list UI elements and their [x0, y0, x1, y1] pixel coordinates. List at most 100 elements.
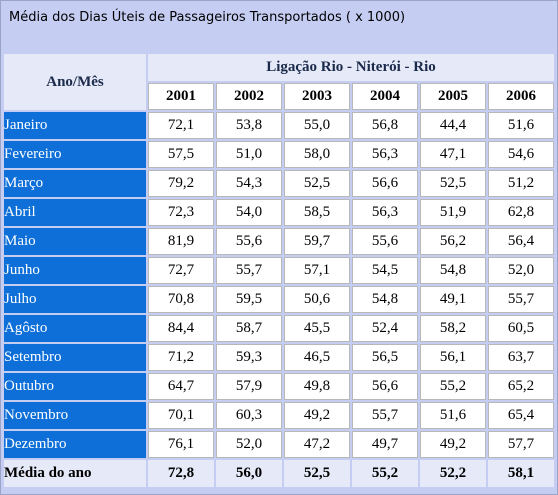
value-cell: 58,5	[284, 199, 350, 226]
value-cell: 56,6	[352, 170, 418, 197]
header-row-route: Ano/Mês Ligação Rio - Niterói - Rio	[4, 54, 554, 110]
value-cell: 64,7	[148, 373, 214, 400]
average-value-cell: 56,0	[216, 460, 282, 487]
value-cell: 51,2	[488, 170, 554, 197]
average-value-cell: 52,2	[420, 460, 486, 487]
value-cell: 51,0	[216, 141, 282, 168]
month-label: Maio	[4, 228, 146, 255]
average-label: Média do ano	[4, 460, 146, 487]
value-cell: 51,9	[420, 199, 486, 226]
value-cell: 55,2	[420, 373, 486, 400]
value-cell: 70,1	[148, 402, 214, 429]
value-cell: 57,1	[284, 257, 350, 284]
value-cell: 56,1	[420, 344, 486, 371]
year-header: 2005	[420, 83, 486, 110]
year-header: 2004	[352, 83, 418, 110]
value-cell: 59,5	[216, 286, 282, 313]
month-label: Janeiro	[4, 112, 146, 139]
value-cell: 59,3	[216, 344, 282, 371]
value-cell: 49,8	[284, 373, 350, 400]
value-cell: 57,5	[148, 141, 214, 168]
value-cell: 57,9	[216, 373, 282, 400]
value-cell: 52,5	[284, 170, 350, 197]
table-row: Fevereiro 57,5 51,0 58,0 56,3 47,1 54,6	[4, 141, 554, 168]
month-label: Março	[4, 170, 146, 197]
value-cell: 72,1	[148, 112, 214, 139]
value-cell: 50,6	[284, 286, 350, 313]
value-cell: 56,8	[352, 112, 418, 139]
value-cell: 49,1	[420, 286, 486, 313]
value-cell: 81,9	[148, 228, 214, 255]
average-value-cell: 72,8	[148, 460, 214, 487]
month-label: Abril	[4, 199, 146, 226]
value-cell: 49,2	[420, 431, 486, 458]
value-cell: 55,7	[216, 257, 282, 284]
average-value-cell: 58,1	[488, 460, 554, 487]
value-cell: 54,8	[352, 286, 418, 313]
value-cell: 58,2	[420, 315, 486, 342]
value-cell: 55,7	[488, 286, 554, 313]
value-cell: 54,5	[352, 257, 418, 284]
year-header: 2002	[216, 83, 282, 110]
table-row: Janeiro 72,1 53,8 55,0 56,8 44,4 51,6	[4, 112, 554, 139]
value-cell: 52,0	[216, 431, 282, 458]
value-cell: 59,7	[284, 228, 350, 255]
value-cell: 52,4	[352, 315, 418, 342]
value-cell: 52,5	[420, 170, 486, 197]
table-row: Agôsto 84,4 58,7 45,5 52,4 58,2 60,5	[4, 315, 554, 342]
month-label: Julho	[4, 286, 146, 313]
value-cell: 49,2	[284, 402, 350, 429]
value-cell: 65,2	[488, 373, 554, 400]
month-label: Dezembro	[4, 431, 146, 458]
year-header: 2001	[148, 83, 214, 110]
value-cell: 54,3	[216, 170, 282, 197]
value-cell: 51,6	[420, 402, 486, 429]
table-row: Junho 72,7 55,7 57,1 54,5 54,8 52,0	[4, 257, 554, 284]
month-label: Setembro	[4, 344, 146, 371]
value-cell: 70,8	[148, 286, 214, 313]
value-cell: 54,8	[420, 257, 486, 284]
value-cell: 52,0	[488, 257, 554, 284]
value-cell: 56,6	[352, 373, 418, 400]
table-row: Julho 70,8 59,5 50,6 54,8 49,1 55,7	[4, 286, 554, 313]
value-cell: 71,2	[148, 344, 214, 371]
value-cell: 54,0	[216, 199, 282, 226]
month-label: Novembro	[4, 402, 146, 429]
value-cell: 55,0	[284, 112, 350, 139]
value-cell: 53,8	[216, 112, 282, 139]
average-value-cell: 52,5	[284, 460, 350, 487]
value-cell: 44,4	[420, 112, 486, 139]
value-cell: 56,4	[488, 228, 554, 255]
value-cell: 58,0	[284, 141, 350, 168]
value-cell: 72,7	[148, 257, 214, 284]
value-cell: 49,7	[352, 431, 418, 458]
average-value-cell: 55,2	[352, 460, 418, 487]
average-row: Média do ano 72,8 56,0 52,5 55,2 52,2 58,1	[4, 460, 554, 487]
table-row: Abril 72,3 54,0 58,5 56,3 51,9 62,8	[4, 199, 554, 226]
value-cell: 65,4	[488, 402, 554, 429]
value-cell: 79,2	[148, 170, 214, 197]
table-row: Dezembro 76,1 52,0 47,2 49,7 49,2 57,7	[4, 431, 554, 458]
header-row-years: 2001 2002 2003 2004 2005 2006	[4, 83, 554, 110]
value-cell: 63,7	[488, 344, 554, 371]
value-cell: 60,5	[488, 315, 554, 342]
value-cell: 57,7	[488, 431, 554, 458]
year-header: 2006	[488, 83, 554, 110]
month-label: Outubro	[4, 373, 146, 400]
value-cell: 46,5	[284, 344, 350, 371]
value-cell: 55,6	[352, 228, 418, 255]
month-label: Agôsto	[4, 315, 146, 342]
table-body: Janeiro 72,1 53,8 55,0 56,8 44,4 51,6 Fevereiro…	[4, 112, 554, 458]
route-header: Ligação Rio - Niterói - Rio	[148, 54, 554, 81]
value-cell: 47,2	[284, 431, 350, 458]
value-cell: 45,5	[284, 315, 350, 342]
value-cell: 51,6	[488, 112, 554, 139]
month-label: Fevereiro	[4, 141, 146, 168]
value-cell: 60,3	[216, 402, 282, 429]
value-cell: 72,3	[148, 199, 214, 226]
table-row: Março 79,2 54,3 52,5 56,6 52,5 51,2	[4, 170, 554, 197]
value-cell: 55,6	[216, 228, 282, 255]
value-cell: 56,3	[352, 199, 418, 226]
row-label-header: Ano/Mês	[4, 54, 146, 110]
